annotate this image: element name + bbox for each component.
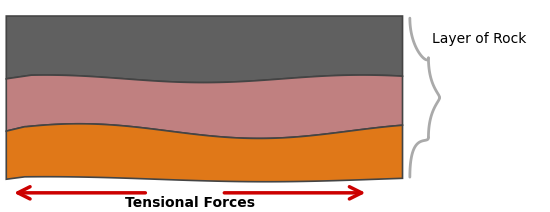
Text: Tensional Forces: Tensional Forces bbox=[125, 195, 255, 210]
Polygon shape bbox=[6, 75, 403, 138]
Polygon shape bbox=[6, 16, 403, 82]
Text: Layer of Rock: Layer of Rock bbox=[432, 32, 526, 46]
Polygon shape bbox=[6, 124, 403, 182]
